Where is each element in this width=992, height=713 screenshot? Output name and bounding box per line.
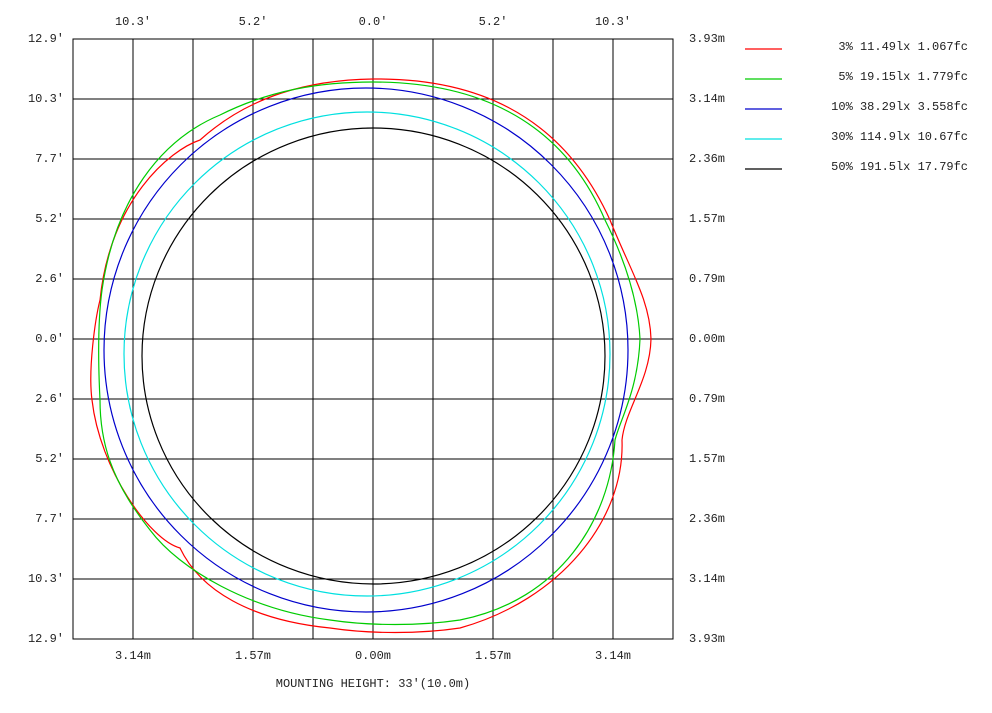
contour xyxy=(123,111,611,597)
right-axis-label: 2.36m xyxy=(689,512,725,526)
legend-label: 5% 19.15lx 1.779fc xyxy=(838,70,968,84)
left-axis-label: 10.3' xyxy=(28,92,64,106)
top-axis-label: 10.3' xyxy=(595,15,631,29)
right-axis-label: 0.79m xyxy=(689,392,725,406)
top-axis-label: 10.3' xyxy=(115,15,151,29)
bottom-axis-label: 3.14m xyxy=(595,649,631,663)
bottom-axis-label: 1.57m xyxy=(475,649,511,663)
top-axis-label: 5.2' xyxy=(239,15,268,29)
left-axis-label: 10.3' xyxy=(28,572,64,586)
legend-label: 50% 191.5lx 17.79fc xyxy=(831,160,968,174)
bottom-axis-label: 3.14m xyxy=(115,649,151,663)
left-axis-label: 5.2' xyxy=(35,452,64,466)
legend-label: 30% 114.9lx 10.67fc xyxy=(831,130,968,144)
contour xyxy=(103,87,629,613)
right-axis-label: 3.14m xyxy=(689,572,725,586)
top-axis-label: 0.0' xyxy=(359,15,388,29)
grid xyxy=(72,38,674,640)
legend-label: 3% 11.49lx 1.067fc xyxy=(838,40,968,54)
left-axis-label: 5.2' xyxy=(35,212,64,226)
right-axis-label: 3.93m xyxy=(689,32,725,46)
contour xyxy=(90,78,652,634)
left-axis-label: 2.6' xyxy=(35,392,64,406)
right-axis-label: 1.57m xyxy=(689,452,725,466)
right-axis-label: 3.93m xyxy=(689,632,725,646)
right-axis-label: 0.79m xyxy=(689,272,725,286)
right-axis-label: 1.57m xyxy=(689,212,725,226)
left-axis-label: 12.9' xyxy=(28,32,64,46)
left-axis-label: 12.9' xyxy=(28,632,64,646)
right-axis-label: 2.36m xyxy=(689,152,725,166)
top-axis-label: 5.2' xyxy=(479,15,508,29)
caption: MOUNTING HEIGHT: 33'(10.0m) xyxy=(276,677,470,691)
legend-label: 10% 38.29lx 3.558fc xyxy=(831,100,968,114)
left-axis-label: 7.7' xyxy=(35,152,64,166)
bottom-axis-label: 1.57m xyxy=(235,649,271,663)
left-axis-label: 2.6' xyxy=(35,272,64,286)
contour xyxy=(98,81,641,626)
bottom-axis-label: 0.00m xyxy=(355,649,391,663)
left-axis-label: 7.7' xyxy=(35,512,64,526)
left-axis-label: 0.0' xyxy=(35,332,64,346)
right-axis-label: 0.00m xyxy=(689,332,725,346)
contours xyxy=(90,78,652,634)
right-axis-label: 3.14m xyxy=(689,92,725,106)
contour xyxy=(141,127,606,585)
